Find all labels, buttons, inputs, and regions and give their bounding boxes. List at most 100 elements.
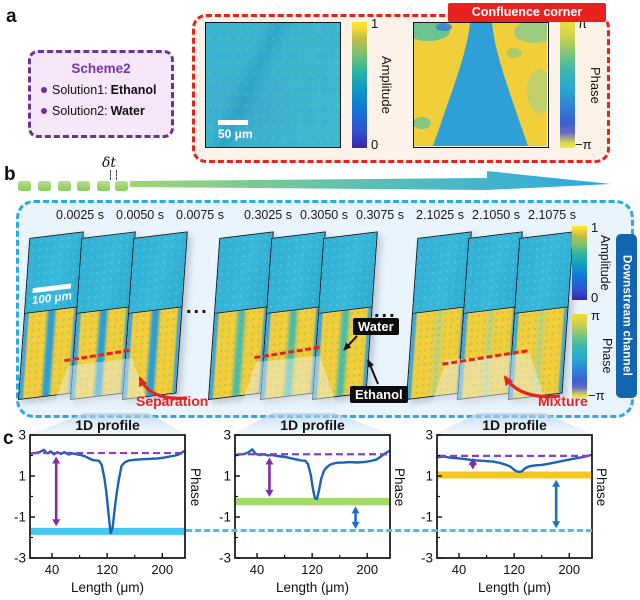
bullet-icon bbox=[41, 87, 47, 93]
time-dash-icon bbox=[77, 181, 90, 191]
svg-text:Length (μm): Length (μm) bbox=[71, 580, 144, 595]
card-phase-image bbox=[407, 307, 466, 399]
confluence-phase-pattern bbox=[406, 21, 554, 146]
svg-text:200: 200 bbox=[356, 562, 378, 577]
svg-text:1: 1 bbox=[425, 469, 433, 484]
timestamp: 0.3050 s bbox=[300, 208, 348, 222]
scheme-box: Scheme2 Solution1: Ethanol Solution2: Wa… bbox=[28, 50, 174, 138]
svg-text:120: 120 bbox=[96, 562, 118, 577]
phase-profile-plot-3: 40 120 200 3 1 -1 -3 Length (μm) bbox=[415, 427, 615, 599]
plot-canvas: 40 120 200 3 1 -1 -3 Length (μm) bbox=[14, 428, 186, 595]
svg-text:1: 1 bbox=[223, 469, 231, 484]
svg-text:1: 1 bbox=[18, 469, 26, 484]
card-phase-image bbox=[19, 307, 78, 399]
svg-text:40: 40 bbox=[452, 562, 466, 577]
ellipsis: ... bbox=[186, 296, 209, 318]
phase-axis-label: Phase bbox=[594, 468, 609, 507]
card-amplitude-image bbox=[267, 232, 325, 314]
amplitude-colorbar-min: 0 bbox=[591, 290, 599, 305]
scalebar-line bbox=[218, 119, 248, 125]
downstream-channel-label: Downstream channel bbox=[620, 255, 633, 377]
time-dash-icon bbox=[38, 181, 51, 191]
svg-text:120: 120 bbox=[503, 562, 525, 577]
solution1-prefix: Solution1: bbox=[52, 83, 108, 97]
card-amplitude-image bbox=[515, 232, 573, 314]
time-dash-icon bbox=[115, 181, 128, 191]
panel-c-label: c bbox=[3, 428, 14, 449]
timestamp: 0.3075 s bbox=[356, 208, 404, 222]
svg-text:120: 120 bbox=[301, 562, 323, 577]
mixture-note: Mixture bbox=[538, 393, 588, 409]
solution2-value: Water bbox=[110, 104, 145, 118]
timestamp: 0.0075 s bbox=[176, 208, 224, 222]
svg-text:Length (μm): Length (μm) bbox=[276, 580, 349, 595]
time-arrow-icon bbox=[130, 171, 611, 190]
timestamp: 0.0025 s bbox=[56, 208, 104, 222]
ethanol-tag: Ethanol bbox=[350, 386, 408, 403]
amplitude-colorbar-max: 1 bbox=[371, 16, 379, 31]
card-amplitude-image bbox=[129, 232, 187, 314]
scheme-item-solution2: Solution2: Water bbox=[41, 104, 171, 118]
plot-title: 1D profile bbox=[75, 417, 140, 433]
time-dash-icon bbox=[97, 181, 110, 191]
svg-text:3: 3 bbox=[18, 428, 26, 443]
amplitude-colorbar-max: 1 bbox=[591, 220, 599, 235]
delta-t-tick bbox=[110, 170, 111, 180]
phase-colorbar bbox=[572, 314, 587, 398]
solution1-value: Ethanol bbox=[110, 83, 157, 97]
scalebar: 50 μm bbox=[218, 119, 253, 141]
amplitude-colorbar-label: Amplitude bbox=[598, 235, 612, 291]
svg-text:-3: -3 bbox=[219, 551, 231, 566]
phase-micrograph bbox=[406, 21, 554, 148]
timestamp: 2.1025 s bbox=[416, 208, 464, 222]
svg-text:3: 3 bbox=[425, 428, 433, 443]
amplitude-colorbar bbox=[572, 226, 587, 300]
time-dash-icon bbox=[18, 181, 31, 191]
timestamp: 0.0050 s bbox=[116, 208, 164, 222]
separation-note: Separation bbox=[136, 393, 209, 409]
timestamp: 2.1050 s bbox=[472, 208, 520, 222]
plot-title: 1D profile bbox=[482, 417, 547, 433]
phase-profile-plot-2: 40 120 200 3 1 -1 -3 Length (μm) bbox=[213, 427, 413, 599]
phase-colorbar-max: π bbox=[578, 16, 587, 31]
svg-text:40: 40 bbox=[250, 562, 264, 577]
timestamp: 0.3025 s bbox=[244, 208, 292, 222]
svg-text:-1: -1 bbox=[219, 510, 231, 525]
card-amplitude-image bbox=[413, 232, 471, 314]
card-phase-image bbox=[209, 307, 268, 399]
svg-text:200: 200 bbox=[558, 562, 580, 577]
panel-a-label: a bbox=[6, 6, 17, 27]
card-amplitude-image bbox=[319, 232, 377, 314]
delta-t-label: δt bbox=[102, 155, 117, 171]
svg-text:Length (μm): Length (μm) bbox=[478, 580, 551, 595]
phase-colorbar bbox=[560, 22, 575, 148]
timestamp: 2.1075 s bbox=[528, 208, 576, 222]
downstream-channel-tab: Downstream channel bbox=[616, 234, 637, 398]
phase-colorbar-min: −π bbox=[575, 137, 592, 152]
phase-colorbar-max: π bbox=[591, 308, 600, 323]
card-amplitude-image bbox=[215, 232, 273, 314]
phase-profile-plot-1: 40 120 200 3 1 -1 -3 Length (μm) bbox=[8, 427, 208, 599]
plot-canvas: 40 120 200 3 1 -1 -3 Length (μm) bbox=[421, 428, 593, 595]
time-dash-icon bbox=[58, 181, 71, 191]
bullet-icon bbox=[41, 108, 47, 114]
svg-text:-3: -3 bbox=[14, 551, 26, 566]
scheme-title: Scheme2 bbox=[71, 61, 131, 76]
card-amplitude-image bbox=[77, 232, 135, 314]
plot-canvas: 40 120 200 3 1 -1 -3 Length (μm) bbox=[219, 428, 391, 595]
confluence-corner-banner: Confluence corner bbox=[448, 3, 606, 22]
plot-title: 1D profile bbox=[280, 417, 345, 433]
svg-text:-1: -1 bbox=[421, 510, 433, 525]
amplitude-colorbar-min: 0 bbox=[371, 137, 379, 152]
solution2-prefix: Solution2: bbox=[52, 104, 108, 118]
phase-axis-label: Phase bbox=[392, 468, 407, 507]
card-phase-image bbox=[123, 307, 182, 399]
amplitude-colorbar-label: Amplitude bbox=[379, 56, 394, 114]
amplitude-colorbar bbox=[352, 22, 367, 148]
scheme-item-solution1: Solution1: Ethanol bbox=[41, 83, 171, 97]
amplitude-micrograph: 50 μm bbox=[205, 22, 341, 148]
panel-b-label: b bbox=[4, 164, 16, 185]
svg-text:-1: -1 bbox=[14, 510, 26, 525]
ellipsis: ... bbox=[374, 300, 397, 322]
